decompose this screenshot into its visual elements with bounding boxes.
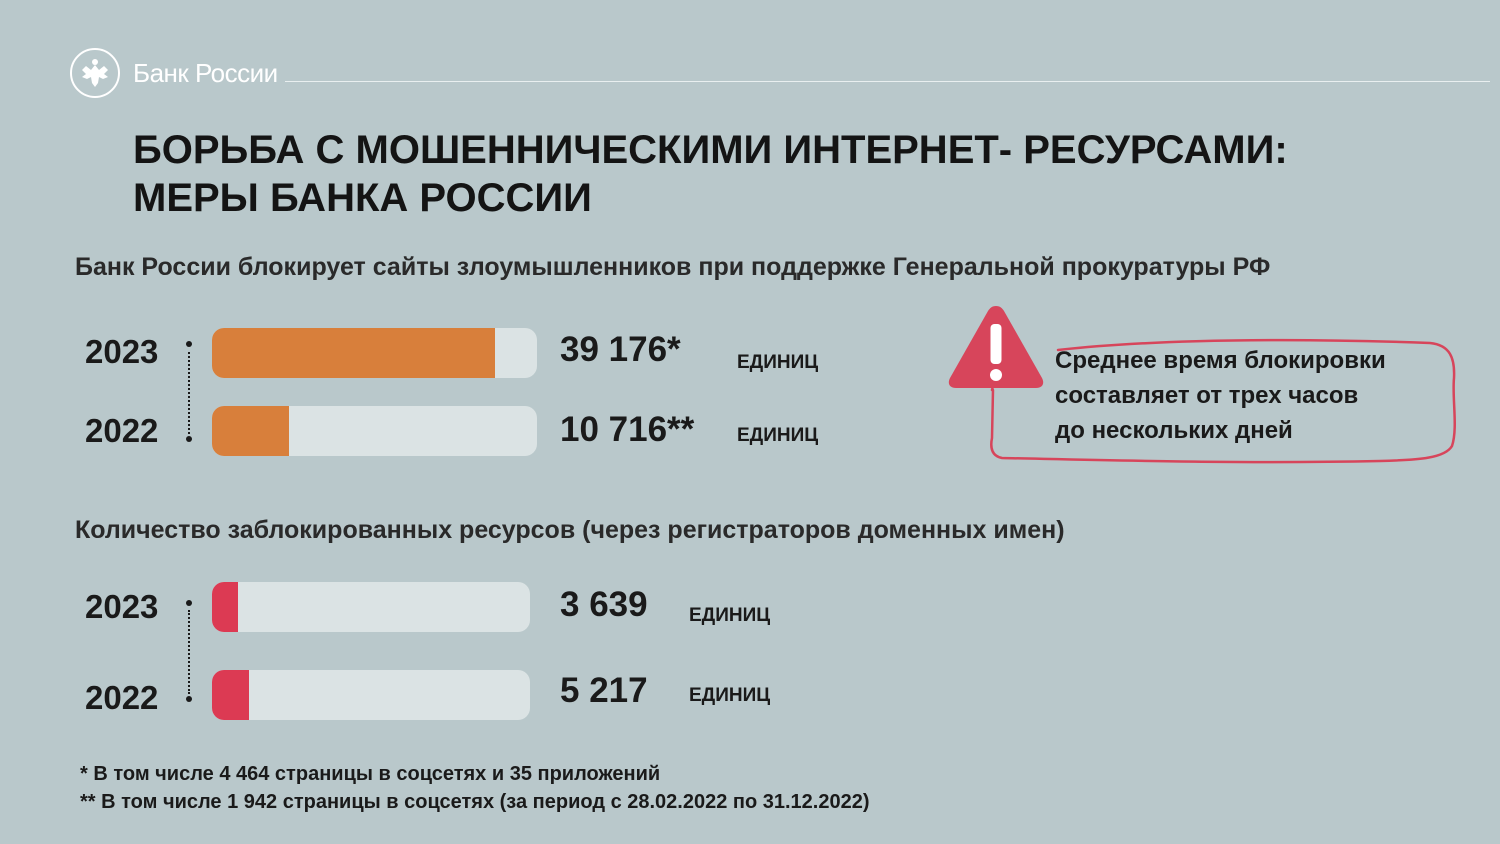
chart2-title: Количество заблокированных ресурсов (чер…	[75, 516, 1065, 544]
chart2-category-2023: 2023	[85, 588, 159, 625]
chart1-unit-2023: ЕДИНИЦ	[737, 352, 819, 373]
chart2-bar-2023	[212, 582, 238, 632]
timeline-connector	[188, 610, 190, 694]
callout-line-2: составляет от трех часов	[1055, 382, 1359, 409]
eagle-emblem-icon	[82, 59, 108, 87]
header-divider	[285, 81, 1490, 82]
chart1-category-2022: 2022	[85, 412, 159, 449]
chart1-unit-2022: ЕДИНИЦ	[737, 425, 819, 446]
timeline-dot	[186, 696, 192, 702]
chart2-unit-2022: ЕДИНИЦ	[689, 685, 771, 706]
logo-text: Банк России	[133, 58, 278, 88]
chart1-category-2023: 2023	[85, 333, 159, 370]
warning-triangle-icon	[948, 306, 1044, 388]
footnote-2: ** В том числе 1 942 страницы в соцсетях…	[80, 791, 870, 813]
chart2-category-2022: 2022	[85, 679, 159, 716]
chart2-value-label-2023: 3 639	[560, 585, 648, 624]
chart1-value-label-2023: 39 176*	[560, 330, 681, 369]
chart1-bar-2022	[212, 406, 290, 456]
bank-emblem-logo	[70, 48, 120, 98]
chart1-value-label-2022: 10 716**	[560, 410, 695, 449]
timeline-dot	[186, 600, 192, 606]
chart2-unit-2023: ЕДИНИЦ	[689, 605, 771, 626]
title-line-2: МЕРЫ БАНКА РОССИИ	[133, 176, 592, 220]
callout-text: Среднее время блокировки составляет от т…	[1055, 343, 1455, 448]
chart1-bar-track-2022	[212, 406, 537, 456]
chart1-bar-2023	[212, 328, 495, 378]
callout-line-1: Среднее время блокировки	[1055, 347, 1386, 374]
page-title: БОРЬБА С МОШЕННИЧЕСКИМИ ИНТЕРНЕТ- РЕСУРС…	[133, 126, 1463, 222]
chart2-bar-track-2022	[212, 670, 530, 720]
timeline-dot	[186, 436, 192, 442]
chart1-title: Банк России блокирует сайты злоумышленни…	[75, 253, 1271, 281]
chart1-bar-track-2023	[212, 328, 537, 378]
timeline-dot	[186, 341, 192, 347]
title-line-1: БОРЬБА С МОШЕННИЧЕСКИМИ ИНТЕРНЕТ- РЕСУРС…	[133, 128, 1288, 172]
timeline-connector	[188, 352, 190, 434]
chart2-value-label-2022: 5 217	[560, 671, 648, 710]
callout-line-3: до нескольких дней	[1055, 417, 1293, 444]
chart2-bar-2022	[212, 670, 249, 720]
footnote-1: * В том числе 4 464 страницы в соцсетях …	[80, 763, 661, 785]
chart2-bar-track-2023	[212, 582, 530, 632]
